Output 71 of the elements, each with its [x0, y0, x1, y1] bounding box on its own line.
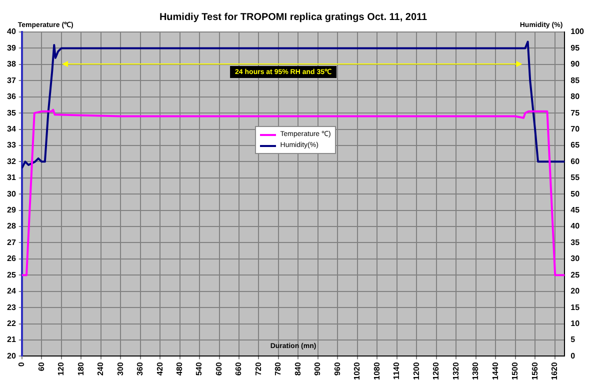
x-tick-label: 1440 — [490, 362, 500, 380]
y-tick-label: 25 — [6, 270, 16, 280]
x-tick-label: 540 — [194, 362, 204, 376]
y2-tick-label: 10 — [570, 318, 580, 328]
y-tick-label: 26 — [6, 254, 16, 264]
y-tick-label: 27 — [6, 238, 16, 247]
y2-tick-label: 25 — [570, 270, 580, 280]
y2-tick-label: 80 — [570, 92, 580, 102]
y2-tick-label: 20 — [570, 286, 580, 296]
y2-tick-label: 85 — [570, 76, 580, 85]
y2-tick-label: 75 — [570, 108, 580, 118]
y-tick-label: 32 — [6, 156, 16, 166]
x-tick-label: 1140 — [392, 362, 402, 380]
y2-tick-label: 35 — [570, 238, 580, 247]
y-tick-label: 39 — [6, 43, 16, 52]
x-tick-label: 60 — [36, 362, 46, 372]
y-tick-label: 40 — [6, 27, 16, 36]
x-tick-label: 300 — [116, 362, 125, 376]
y-tick-label: 35 — [6, 108, 16, 118]
y-tick-label: 30 — [6, 189, 16, 198]
y-tick-label: 36 — [6, 92, 16, 102]
y-tick-label: 22 — [6, 318, 16, 328]
x-tick-label: 1200 — [412, 362, 421, 380]
x-tick-label: 1620 — [550, 362, 559, 380]
x-tick-label: 1500 — [510, 362, 520, 380]
y2-tick-label: 55 — [570, 173, 580, 182]
y2-tick-label: 50 — [570, 189, 580, 198]
x-tick-label: 480 — [174, 362, 184, 376]
x-tick-label: 1260 — [432, 362, 441, 380]
y-tick-label: 34 — [6, 124, 16, 134]
y2-tick-label: 65 — [570, 140, 580, 150]
x-tick-label: 600 — [214, 362, 224, 376]
y2-tick-label: 15 — [570, 302, 580, 312]
x-tick-label: 1320 — [451, 362, 460, 380]
y2-tick-label: 95 — [570, 43, 580, 52]
chart-title: Humidiy Test for TROPOMI replica gratings Oct. 11, 2011 — [159, 12, 428, 23]
y2-tick-label: 45 — [570, 206, 580, 215]
x-tick-label: 780 — [274, 362, 283, 376]
y-tick-label: 37 — [6, 76, 16, 85]
y-tick-label: 33 — [6, 140, 16, 150]
y-tick-label: 21 — [6, 335, 16, 344]
x-tick-label: 420 — [155, 362, 164, 376]
y2-tick-label: 5 — [570, 335, 576, 344]
x-tick-label: 1080 — [372, 362, 382, 380]
y2-tick-label: 100 — [570, 27, 585, 36]
y2-tick-label: 60 — [570, 156, 580, 166]
x-tick-label: 1560 — [530, 362, 540, 380]
x-tick-label: 840 — [293, 362, 302, 376]
x-tick-label: 960 — [332, 362, 342, 376]
y-tick-label: 24 — [6, 286, 16, 296]
y-tick-label: 20 — [6, 351, 16, 360]
y-tick-label: 38 — [6, 60, 16, 69]
x-tick-label: 120 — [56, 362, 66, 376]
y-tick-label: 23 — [6, 302, 16, 312]
y2-tick-label: 0 — [570, 351, 576, 360]
y2-tick-label: 90 — [570, 60, 580, 69]
x-tick-label: 1020 — [352, 362, 362, 380]
x-tick-label: 240 — [96, 362, 106, 376]
y-tick-label: 31 — [6, 173, 16, 182]
y2-tick-label: 30 — [570, 254, 580, 264]
x-tick-label: 720 — [254, 362, 263, 376]
x-tick-label: 360 — [136, 362, 145, 376]
x-tick-label: 0 — [17, 362, 26, 367]
x-tick-label: 900 — [313, 362, 322, 376]
y-tick-label: 29 — [6, 206, 16, 215]
x-tick-label: 180 — [76, 362, 86, 376]
y-tick-label: 28 — [6, 222, 16, 231]
x-tick-label: 660 — [234, 362, 244, 376]
x-tick-label: 1380 — [471, 362, 480, 380]
y2-tick-label: 70 — [570, 124, 580, 134]
y2-tick-label: 40 — [570, 222, 580, 231]
